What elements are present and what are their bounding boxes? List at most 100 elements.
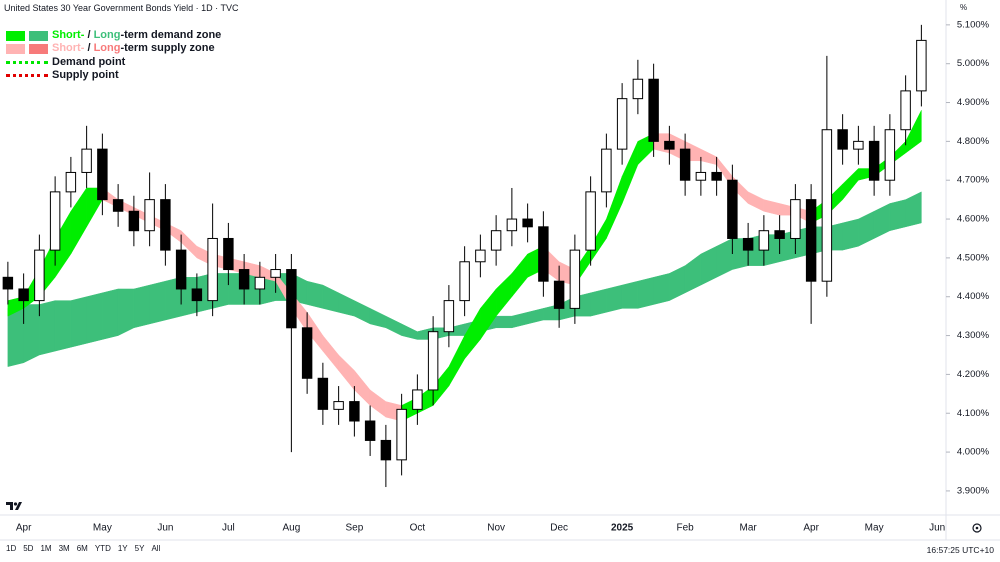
tv-logo: [6, 502, 22, 510]
range-button[interactable]: 6M: [76, 544, 88, 553]
y-tick-label: 4.000%: [957, 447, 990, 458]
zone-segment: [86, 292, 103, 344]
zone-segment: [637, 276, 654, 309]
zone-segment: [606, 284, 623, 313]
candle-body: [65, 171, 77, 193]
y-tick-label: 4.800%: [957, 136, 990, 147]
candle-body: [34, 249, 45, 302]
candle-body: [758, 230, 770, 251]
legend-text: -term supply zone: [120, 42, 215, 55]
x-tick-label: Jul: [222, 523, 235, 534]
range-button[interactable]: YTD: [94, 544, 111, 553]
legend-text: Supply point: [52, 68, 119, 81]
candle-body: [837, 129, 848, 150]
candle-body: [301, 327, 313, 379]
clock: 16:57:25 UTC+10: [926, 545, 994, 555]
x-tick-label: Jun: [929, 523, 945, 534]
candle-body: [97, 148, 108, 201]
candle-body: [569, 249, 581, 309]
zone-segment: [39, 300, 56, 356]
legend-swatch: [6, 43, 25, 54]
candle-body: [333, 401, 344, 410]
zone-segment: [23, 304, 40, 364]
legend-line: [6, 60, 48, 64]
x-tick-label: May: [93, 523, 112, 534]
candle-body: [774, 230, 785, 239]
candle-body: [144, 199, 155, 232]
legend-swatch: [29, 30, 48, 41]
legend-text: Long: [93, 29, 121, 41]
legend-item: Supply point: [6, 69, 221, 82]
zone-segment: [905, 110, 922, 154]
zone-segment: [133, 284, 150, 329]
zone-segment: [54, 300, 72, 352]
x-tick-label: May: [865, 523, 884, 534]
zone-segment: [653, 273, 670, 305]
x-tick-label: Dec: [550, 523, 568, 534]
candle-body: [616, 98, 628, 150]
candle-body: [868, 140, 880, 181]
candle-body: [49, 191, 61, 251]
x-tick-label: Mar: [740, 523, 758, 534]
candle-body: [349, 401, 360, 422]
candle-body: [427, 331, 439, 391]
candle-body: [443, 300, 455, 333]
range-button[interactable]: 1Y: [117, 544, 128, 553]
candle-body: [191, 288, 203, 302]
candles: [2, 24, 927, 488]
legend-item: Demand point: [6, 56, 221, 69]
candle-body: [490, 230, 502, 251]
candle-body: [742, 237, 754, 251]
candle-body: [317, 377, 329, 410]
zone-segment: [621, 280, 639, 309]
y-tick-label: 4.500%: [957, 252, 990, 263]
x-tick-label: Oct: [410, 523, 426, 534]
candle-body: [900, 90, 911, 131]
candle-body: [286, 269, 297, 329]
candle-body: [585, 191, 596, 251]
candle-body: [648, 78, 659, 142]
candle-body: [207, 237, 218, 302]
candle-body: [364, 420, 376, 441]
range-button[interactable]: 3M: [58, 544, 70, 553]
candle-body: [2, 276, 14, 290]
candle-body: [412, 389, 423, 410]
candle-body: [270, 269, 281, 278]
zone-segment: [590, 288, 607, 317]
candle-body: [396, 408, 407, 461]
candle-body: [380, 439, 392, 461]
x-tick-label: Feb: [677, 523, 695, 534]
candle-body: [112, 199, 124, 212]
legend-text: Short-: [52, 29, 85, 41]
legend-text: Long: [93, 42, 121, 55]
range-button[interactable]: 1D: [6, 544, 17, 553]
candle-body: [128, 210, 140, 232]
candle-body: [727, 179, 738, 239]
settings-icon[interactable]: [972, 523, 982, 533]
zone-segment: [495, 315, 513, 329]
x-tick-label: 2025: [611, 523, 634, 534]
y-tick-label: 4.700%: [957, 175, 990, 186]
candle-body: [711, 171, 722, 181]
zone-segment: [905, 191, 922, 228]
range-button[interactable]: All: [151, 544, 161, 553]
zone-segment: [306, 280, 324, 309]
chart-title: United States 30 Year Government Bonds Y…: [4, 3, 239, 13]
range-button[interactable]: 5Y: [134, 544, 145, 553]
x-tick-label: Nov: [487, 523, 505, 534]
legend-item: Short- / Long -term demand zone: [6, 29, 221, 42]
range-button[interactable]: 5D: [23, 544, 34, 553]
legend-text: /: [84, 42, 94, 55]
candle-body: [853, 140, 864, 150]
zone-segment: [102, 288, 119, 340]
legend-swatch: [6, 30, 25, 41]
y-tick-label: 5.100%: [957, 19, 990, 30]
range-button[interactable]: 1M: [40, 544, 52, 553]
candle-body: [223, 237, 234, 271]
legend-item: Short- / Long -term supply zone: [6, 42, 221, 55]
y-tick-label: 4.400%: [957, 291, 990, 302]
y-tick-label: 4.600%: [957, 214, 990, 225]
candle-body: [821, 129, 833, 282]
